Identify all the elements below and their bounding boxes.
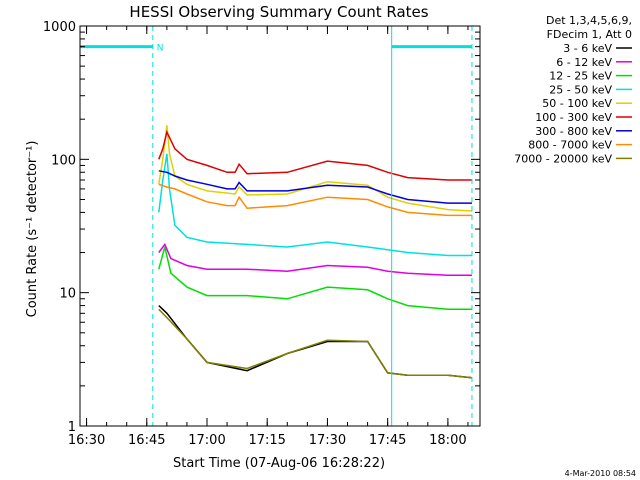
legend-label-6-12-kev: 6 - 12 keV: [556, 56, 612, 69]
y-tick-label: 1000: [43, 20, 76, 35]
y-tick-label: 100: [51, 153, 76, 168]
x-tick-label: 17:30: [309, 433, 346, 448]
x-tick-label: 18:00: [429, 433, 466, 448]
legend-header-line-1: Det 1,3,4,5,6,9,: [546, 14, 632, 27]
footer-timestamp: 4-Mar-2010 08:54: [565, 469, 636, 478]
x-axis: 16:30 16:45 17:00 17:15 17:30 17:45 18:00: [68, 26, 469, 448]
legend-label-12-25-kev: 12 - 25 keV: [549, 70, 612, 83]
series-line-6-12-kev: [158, 242, 472, 277]
legend-label-800-7000-kev: 800 - 7000 keV: [528, 139, 612, 152]
series-layer: [158, 125, 473, 379]
series-line-100-300-kev: [158, 129, 472, 181]
y-tick-label: 1: [68, 420, 76, 435]
series-line-7000-20000-kev: [158, 308, 473, 379]
plot-area: N: [79, 25, 481, 427]
x-tick-label: 17:00: [188, 433, 225, 448]
x-tick-label: 16:45: [128, 433, 165, 448]
x-tick-label: 16:30: [68, 433, 105, 448]
legend-header-line-2: FDecim 1, Att 0: [547, 28, 632, 41]
series-line-50-100-kev: [158, 125, 473, 212]
legend-label-7000-20000-kev: 7000 - 20000 keV: [514, 152, 612, 165]
legend-label-50-100-kev: 50 - 100 keV: [542, 97, 612, 110]
y-axis: 1 10 100 1000: [43, 20, 480, 435]
series-line-300-800-kev: [158, 170, 472, 204]
legend-label-3-6-kev: 3 - 6 keV: [563, 42, 612, 55]
series-line-25-50-kev: [158, 153, 472, 257]
legend-label-25-50-kev: 25 - 50 keV: [549, 83, 612, 96]
x-axis-label: Start Time (07-Aug-06 16:28:22): [173, 456, 385, 471]
series-line-800-7000-kev: [158, 183, 472, 217]
annotation-label-1: N: [157, 44, 164, 54]
x-tick-label: 17:45: [369, 433, 406, 448]
series-line-12-25-kev: [158, 246, 472, 311]
legend-label-300-800-kev: 300 - 800 keV: [535, 125, 612, 138]
y-tick-label: 10: [59, 287, 76, 302]
x-tick-label: 17:15: [248, 433, 285, 448]
y-axis-label: Count Rate (s⁻¹ detector⁻¹): [25, 141, 40, 318]
plot-frame: [79, 25, 481, 427]
legend-label-100-300-kev: 100 - 300 keV: [535, 111, 612, 124]
legend: Det 1,3,4,5,6,9, FDecim 1, Att 0 3 - 6 k…: [514, 14, 632, 165]
chart-title: HESSI Observing Summary Count Rates: [129, 3, 428, 21]
